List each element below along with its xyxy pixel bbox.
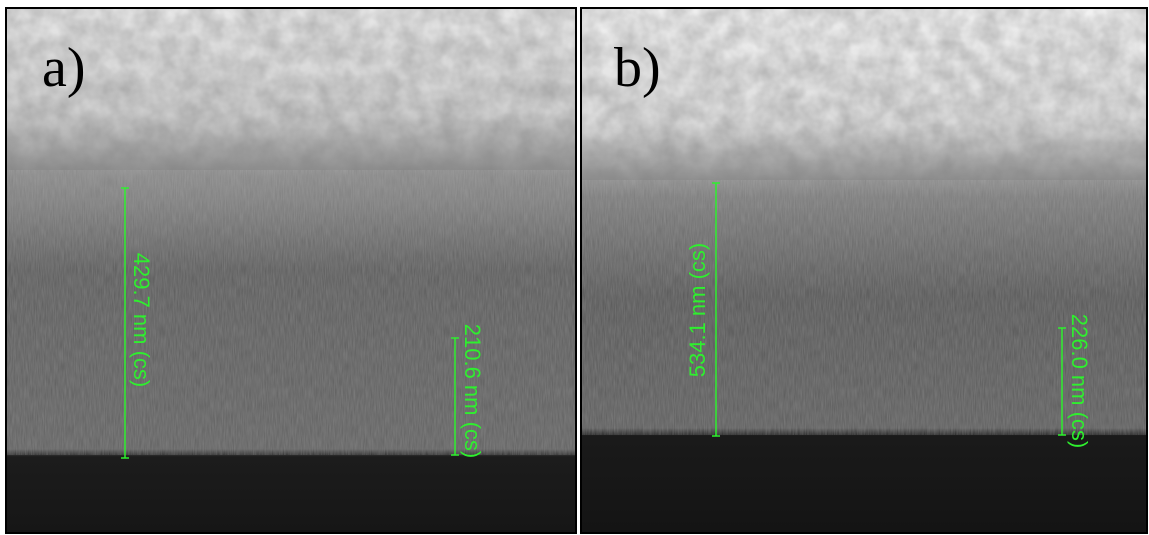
measurement: 226.0 nm (cs)	[1067, 314, 1092, 449]
measurement: 429.7 nm (cs)	[129, 253, 154, 388]
column-texture	[6, 170, 576, 455]
measurement: 534.1 nm (cs)	[685, 243, 710, 378]
panel-a: a) 429.7 nm (cs) 210.6 nm (cs)	[6, 8, 576, 533]
measurement: 210.6 nm (cs)	[460, 324, 485, 459]
figure: a) 429.7 nm (cs) 210.6 nm (cs) b) 534.1 …	[0, 0, 1149, 535]
panel-b: b) 534.1 nm (cs) 226.0 nm (cs)	[581, 8, 1147, 533]
panel-label: b)	[614, 37, 661, 99]
grain-texture	[581, 8, 1147, 208]
grain-texture	[6, 8, 576, 198]
panel-label: a)	[42, 37, 86, 99]
